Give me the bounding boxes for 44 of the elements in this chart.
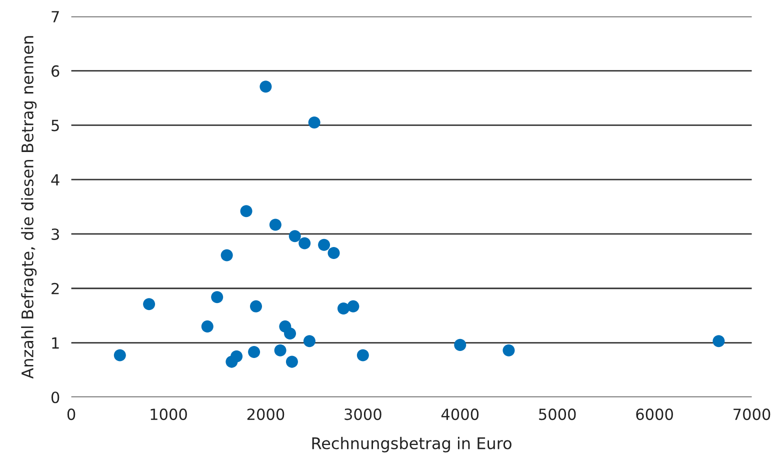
x-axis-title: Rechnungsbetrag in Euro (312, 436, 512, 452)
x-tick-label: 7000 (734, 408, 770, 420)
point (337, 302, 350, 315)
x-tick-label: 4000 (441, 408, 479, 420)
y-tick-label: 7 (52, 11, 59, 22)
x-tick-label: 3000 (344, 408, 382, 420)
point (114, 349, 126, 362)
point (286, 356, 298, 368)
point (143, 298, 156, 310)
y-tick-label: 4 (51, 174, 60, 186)
point (211, 291, 224, 304)
point (288, 230, 301, 242)
point (318, 238, 330, 251)
x-tick-label: 5000 (539, 408, 576, 420)
point (248, 346, 260, 358)
y-tick-label: 2 (52, 282, 59, 294)
x-tick-label: 6000 (636, 408, 673, 420)
point (284, 328, 296, 340)
y-tick-label: 5 (52, 120, 59, 132)
y-tick-label: 1 (52, 337, 59, 349)
point (308, 116, 320, 129)
point (454, 338, 466, 351)
x-tick-label: 1000 (150, 408, 187, 420)
point (201, 320, 214, 332)
point (502, 344, 515, 356)
y-axis-title: Anzahl Befragte, die diesen Betrag nennen (21, 36, 37, 379)
point (303, 335, 316, 348)
point (269, 218, 282, 231)
point (240, 205, 252, 218)
point (356, 349, 369, 362)
point (250, 300, 262, 312)
y-tick-label: 3 (52, 228, 59, 240)
point (712, 335, 725, 348)
point (230, 350, 243, 362)
x-tick-label: 0 (67, 408, 76, 420)
point (328, 247, 340, 260)
y-tick-label: 0 (51, 392, 60, 404)
point (220, 249, 233, 262)
point (260, 80, 272, 93)
y-tick-label: 6 (52, 65, 60, 77)
x-tick-label: 2000 (247, 408, 284, 420)
point (298, 237, 311, 250)
point (274, 344, 286, 356)
point (347, 300, 360, 312)
